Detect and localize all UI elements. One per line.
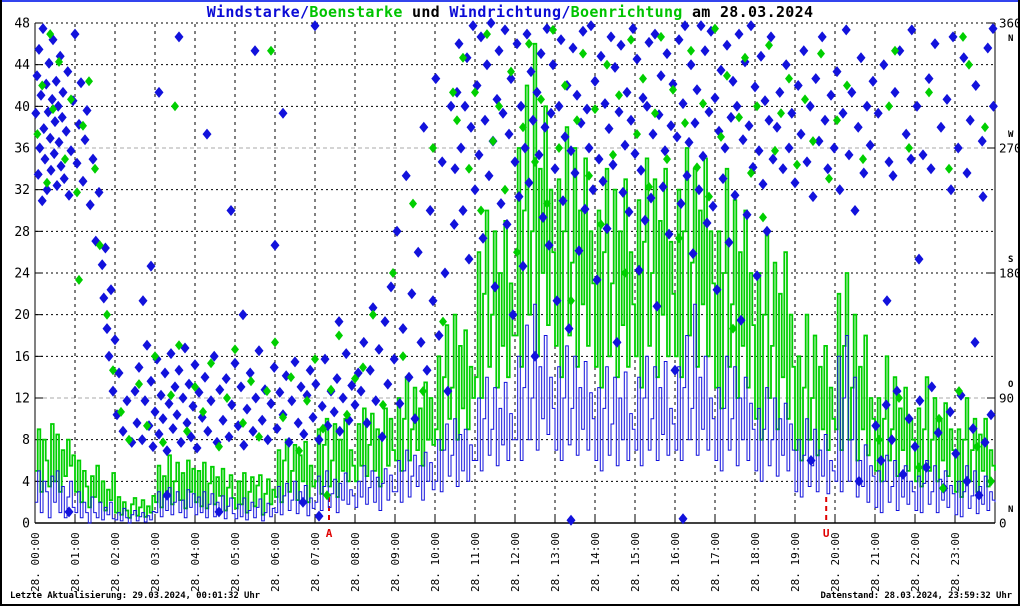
- x-tick-label: 28. 16:00: [669, 532, 682, 592]
- x-tick-label: 28. 04:00: [189, 532, 202, 592]
- top-edge-strip: [2, 0, 1018, 2]
- x-tick-label: 28. 19:00: [789, 532, 802, 592]
- wind-direction-points: [31, 17, 998, 526]
- x-tick-label: 28. 08:00: [349, 532, 362, 592]
- y-left-tick-label: 28: [14, 225, 30, 240]
- y-left-tick-label: 40: [14, 100, 30, 115]
- compass-letter-N: N: [1008, 505, 1013, 515]
- y-right-tick-label: 180: [999, 266, 1020, 281]
- x-tick-label: 28. 10:00: [429, 532, 442, 592]
- x-tick-label: 28. 20:00: [829, 532, 842, 592]
- y-left-tick-label: 4: [22, 475, 30, 490]
- x-tick-label: 28. 03:00: [149, 532, 162, 592]
- x-tick-label: 28. 18:00: [749, 532, 762, 592]
- title-und: und: [402, 3, 450, 21]
- x-tick-label: 28. 15:00: [629, 532, 642, 592]
- y-right-tick-label: 360: [999, 16, 1020, 31]
- y-left-tick-label: 20: [14, 308, 30, 323]
- y-left-tick-label: 24: [14, 267, 30, 282]
- y-left-tick-label: 8: [22, 433, 30, 448]
- title-date: am 28.03.2024: [682, 3, 814, 21]
- x-tick-label: 28. 02:00: [109, 532, 122, 592]
- x-tick-label: 28. 05:00: [229, 532, 242, 592]
- wind-speed-line: [35, 303, 996, 524]
- last-update-text: Letzte Aktualisierung: 29.03.2024, 00:01…: [10, 591, 260, 601]
- title-sep1: /: [300, 3, 310, 21]
- compass-letter-W: W: [1008, 130, 1014, 140]
- y-right-tick-label: 270: [999, 141, 1020, 156]
- y-left-tick-label: 12: [14, 392, 30, 407]
- x-tick-label: 28. 12:00: [509, 532, 522, 592]
- y-left-tick-label: 32: [14, 183, 30, 198]
- x-tick-label: 28. 00:00: [29, 532, 42, 592]
- gridlines: [36, 22, 994, 522]
- y-right-tick-label: 0: [999, 516, 1007, 531]
- data-state-text: Datenstand: 28.03.2024, 23:59:32 Uhr: [820, 591, 1013, 601]
- compass-letter-N: N: [1008, 34, 1013, 44]
- x-tick-label: 28. 14:00: [589, 532, 602, 592]
- y-left-tick-label: 36: [14, 142, 30, 157]
- chart-title: Windstarke/Boenstarke und Windrichtung/B…: [2, 3, 1018, 21]
- x-tick-label: 28. 21:00: [869, 532, 882, 592]
- x-tick-label: 28. 17:00: [709, 532, 722, 592]
- x-tick-label: 28. 13:00: [549, 532, 562, 592]
- title-boenrichtung: Boenrichtung: [570, 3, 683, 21]
- x-tick-label: 28. 07:00: [309, 532, 322, 592]
- title-sep2: /: [561, 3, 571, 21]
- y-left-tick-label: 48: [14, 17, 30, 32]
- x-tick-label: 28. 23:00: [949, 532, 962, 592]
- y-left-tick-label: 44: [14, 58, 30, 73]
- compass-letter-S: S: [1008, 255, 1013, 265]
- x-tick-label: 28. 06:00: [269, 532, 282, 592]
- sun-marker-label-U: U: [823, 527, 830, 540]
- x-tick-label: 28. 11:00: [469, 532, 482, 592]
- y-left-tick-label: 0: [22, 517, 30, 532]
- x-tick-label: 28. 01:00: [69, 532, 82, 592]
- sun-marker-label-A: A: [326, 527, 333, 540]
- title-windrichtung: Windrichtung: [449, 3, 562, 21]
- y-left-tick-label: 16: [14, 350, 30, 365]
- x-tick-label: 28. 09:00: [389, 532, 402, 592]
- x-tick-label: 28. 22:00: [909, 532, 922, 592]
- title-boenstarke: Boenstarke: [309, 3, 403, 21]
- title-windstarke: Windstarke: [206, 3, 301, 21]
- y-right-tick-label: 90: [999, 391, 1014, 406]
- compass-letter-O: O: [1008, 380, 1014, 390]
